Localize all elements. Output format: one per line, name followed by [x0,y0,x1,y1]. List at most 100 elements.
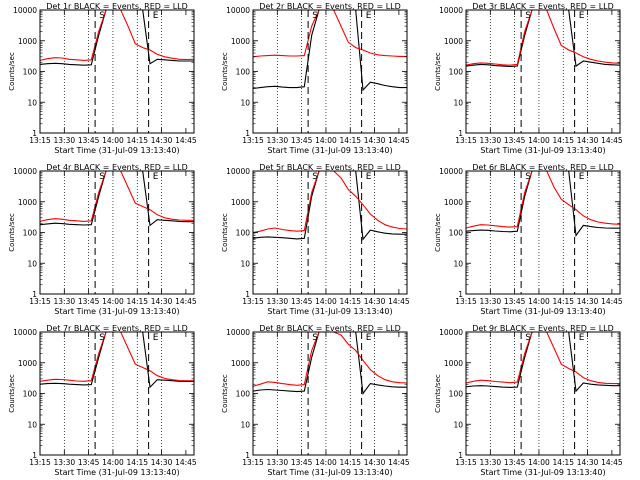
series-line [252,9,407,92]
y-tick-label: 10 [453,259,463,268]
x-tick-label: 13:45 [291,136,313,145]
x-tick-label: 13:30 [480,458,502,467]
x-tick-label: 14:15 [552,297,574,306]
y-tick-label: 1 [32,129,37,138]
x-tick-label: 14:45 [601,458,623,467]
x-tick-label: 13:45 [291,297,313,306]
x-tick-label: 14:00 [528,297,550,306]
x-tick-label: 13:15 [455,136,477,145]
x-tick-label: 14:15 [339,136,361,145]
x-axis-label: Start Time (31-Jul-09 13:13:40) [480,468,605,477]
y-tick-label: 10 [240,420,250,429]
x-tick-label: 13:45 [504,297,526,306]
chart-title: Det 5r BLACK = Events, RED = LLD [259,163,401,172]
chart-title: Det 8r BLACK = Events, RED = LLD [259,324,401,333]
x-tick-label: 14:45 [388,136,410,145]
chart-title: Det 3r BLACK = Events, RED = LLD [472,2,614,11]
x-tick-label: 14:15 [126,458,148,467]
x-tick-label: 13:30 [267,136,289,145]
x-tick-label: 14:15 [552,458,574,467]
x-tick-label: 14:45 [175,297,197,306]
series-line [252,331,408,387]
x-tick-label: 14:00 [102,458,124,467]
marker-label: E [366,172,372,182]
x-tick-label: 14:00 [102,136,124,145]
x-tick-label: 14:00 [315,458,337,467]
x-tick-label: 13:30 [480,136,502,145]
y-axis-label: Counts/sec [221,52,229,91]
marker-label: E [579,11,585,21]
y-tick-label: 1 [458,451,463,460]
x-tick-label: 13:15 [29,458,51,467]
marker-label: S [312,11,318,21]
y-axis-label: Counts/sec [434,52,442,91]
chart-title: Det 7r BLACK = Events, RED = LLD [46,324,188,333]
marker-label: E [153,172,159,182]
y-tick-label: 10000 [226,328,250,337]
x-tick-label: 14:30 [151,458,173,467]
marker-label: S [312,172,318,182]
plot-frame [39,331,195,456]
x-tick-label: 13:45 [504,458,526,467]
series-line [465,331,620,385]
series-line [39,9,194,66]
y-tick-label: 1000 [231,37,250,46]
y-axis-label: Counts/sec [8,213,16,252]
x-tick-label: 14:15 [552,136,574,145]
x-tick-label: 14:00 [315,136,337,145]
x-tick-label: 14:45 [388,458,410,467]
marker-label: S [312,333,318,343]
x-tick-label: 14:15 [339,458,361,467]
y-axis-label: Counts/sec [434,213,442,252]
x-axis-label: Start Time (31-Jul-09 13:13:40) [480,146,605,155]
x-tick-label: 13:30 [54,297,76,306]
plot-frame [465,331,621,456]
x-tick-label: 14:45 [601,136,623,145]
marker-label: S [99,172,105,182]
x-tick-label: 14:45 [601,297,623,306]
x-tick-label: 13:15 [29,297,51,306]
marker-label: E [153,11,159,21]
series-line [39,331,194,389]
x-tick-label: 13:30 [54,136,76,145]
y-tick-label: 10 [453,420,463,429]
marker-label: S [99,333,105,343]
x-tick-label: 14:30 [151,136,173,145]
series-line [465,170,620,237]
x-tick-label: 13:30 [54,458,76,467]
marker-label: E [579,172,585,182]
x-tick-label: 13:45 [78,458,100,467]
y-tick-label: 10 [240,259,250,268]
y-tick-label: 1000 [444,37,463,46]
y-tick-label: 10 [240,98,250,107]
x-tick-label: 14:30 [577,297,599,306]
x-axis-label: Start Time (31-Jul-09 13:13:40) [480,307,605,316]
y-tick-label: 100 [23,68,38,77]
y-tick-label: 10 [453,98,463,107]
y-tick-label: 10000 [13,6,37,15]
y-axis-label: Counts/sec [221,374,229,413]
x-tick-label: 14:30 [364,136,386,145]
chart-title: Det 9r BLACK = Events, RED = LLD [472,324,614,333]
x-tick-label: 14:00 [102,297,124,306]
marker-label: S [99,11,105,21]
x-axis-label: Start Time (31-Jul-09 13:13:40) [267,146,392,155]
x-tick-label: 14:00 [315,297,337,306]
x-tick-label: 14:00 [528,136,550,145]
x-tick-label: 14:45 [175,136,197,145]
series-line [39,9,195,61]
y-tick-label: 1000 [18,198,37,207]
marker-label: S [525,11,531,21]
series-line [252,170,407,241]
x-axis-label: Start Time (31-Jul-09 13:13:40) [54,146,179,155]
y-tick-label: 1000 [18,37,37,46]
x-tick-label: 13:45 [78,297,100,306]
y-tick-label: 10000 [13,167,37,176]
y-tick-label: 100 [449,229,464,238]
